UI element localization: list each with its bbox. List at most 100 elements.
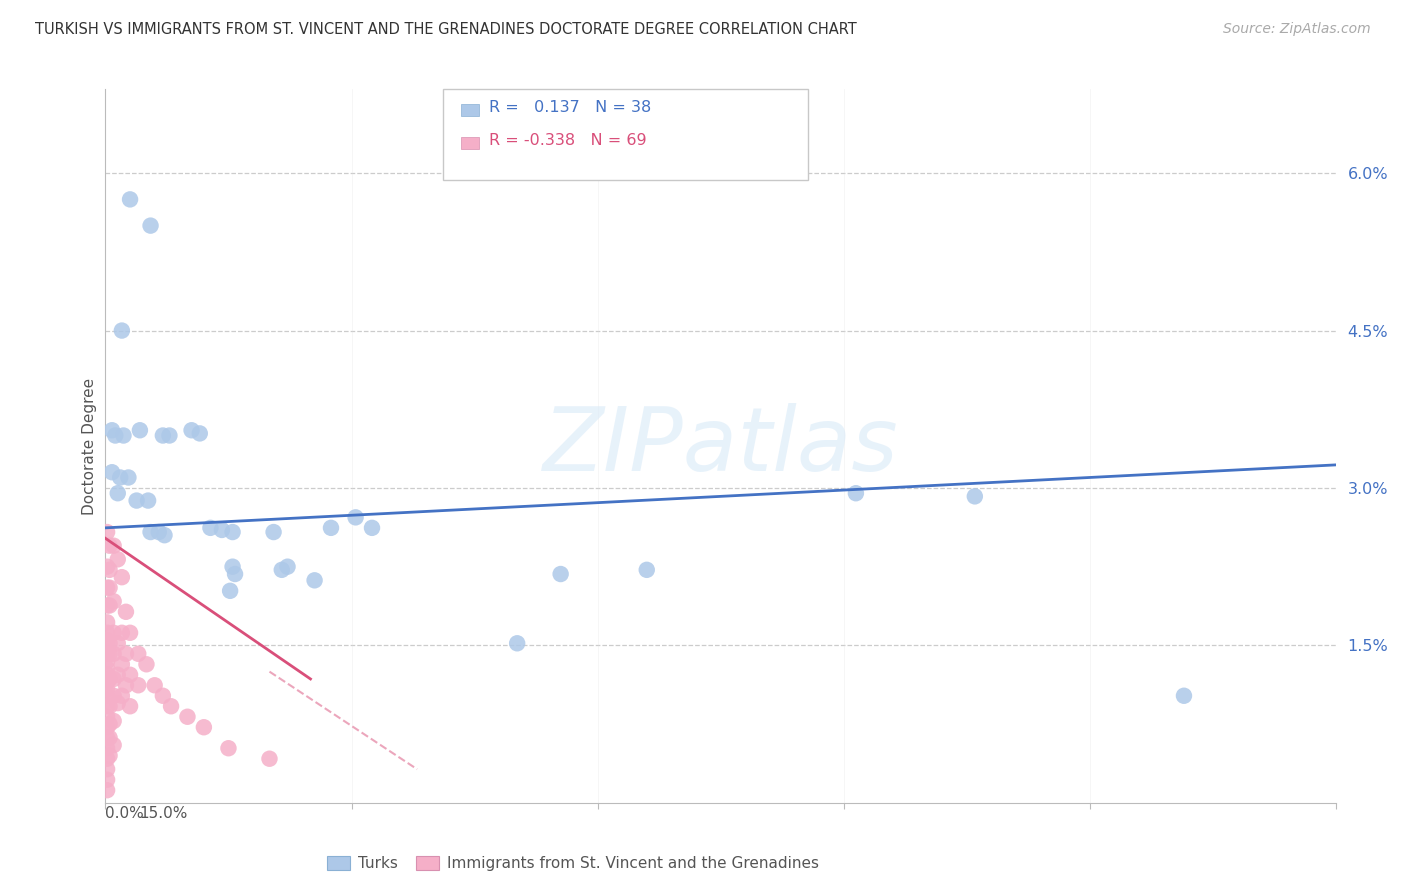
Point [180, 423, 202, 437]
Point [188, 426, 211, 441]
Point [111, 570, 134, 584]
Point [96, 720, 118, 734]
Point [96, 581, 118, 595]
Point [107, 636, 129, 650]
Point [127, 678, 149, 692]
Point [221, 559, 243, 574]
Point [96, 647, 118, 661]
Point [218, 741, 240, 756]
Point [120, 699, 141, 714]
Point [115, 647, 138, 661]
Point [103, 689, 125, 703]
Point [96, 633, 118, 648]
Point [98, 647, 121, 661]
Point [103, 672, 125, 686]
Point [101, 423, 124, 437]
Point [103, 714, 125, 728]
Point [224, 567, 246, 582]
Point [136, 493, 159, 508]
Point [96, 710, 118, 724]
Point [98, 717, 121, 731]
Text: 0.0%: 0.0% [105, 806, 145, 822]
Point [160, 699, 183, 714]
Point [120, 193, 141, 207]
Point [152, 689, 174, 703]
Point [125, 493, 148, 508]
Point [120, 625, 141, 640]
Point [636, 563, 658, 577]
Point [219, 583, 242, 598]
Point [96, 689, 118, 703]
Point [159, 428, 180, 442]
Point [98, 748, 121, 763]
Point [176, 710, 198, 724]
Point [211, 523, 233, 537]
Point [103, 594, 125, 608]
Point [117, 470, 139, 484]
Point [98, 672, 121, 686]
Point [96, 599, 118, 613]
Text: TURKISH VS IMMIGRANTS FROM ST. VINCENT AND THE GRENADINES DOCTORATE DEGREE CORRE: TURKISH VS IMMIGRANTS FROM ST. VINCENT A… [35, 22, 856, 37]
Point [129, 423, 152, 437]
Point [96, 615, 118, 630]
Point [96, 625, 118, 640]
Point [361, 521, 384, 535]
Point [200, 521, 222, 535]
Point [107, 667, 129, 681]
Text: ZIPatlas: ZIPatlas [543, 403, 898, 489]
Point [115, 678, 138, 692]
Point [104, 428, 127, 442]
Point [96, 783, 118, 797]
Point [963, 489, 986, 503]
Point [107, 696, 129, 710]
Text: R =   0.137   N = 38: R = 0.137 N = 38 [489, 100, 651, 114]
Point [148, 524, 170, 539]
Point [115, 605, 138, 619]
Point [98, 563, 121, 577]
Point [96, 667, 118, 681]
Text: R = -0.338   N = 69: R = -0.338 N = 69 [489, 133, 647, 147]
Point [96, 772, 118, 787]
Point [152, 428, 174, 442]
Legend: Turks, Immigrants from St. Vincent and the Grenadines: Turks, Immigrants from St. Vincent and t… [321, 849, 825, 877]
Point [139, 524, 162, 539]
Point [103, 539, 125, 553]
Point [111, 657, 134, 672]
Point [107, 552, 129, 566]
Point [845, 486, 868, 500]
Point [98, 731, 121, 745]
Point [193, 720, 215, 734]
Point [111, 324, 134, 338]
Point [98, 699, 121, 714]
Text: 15.0%: 15.0% [139, 806, 187, 822]
Point [143, 678, 166, 692]
Point [103, 647, 125, 661]
Point [304, 574, 326, 588]
Point [96, 661, 118, 675]
Point [135, 657, 157, 672]
Point [139, 219, 162, 233]
Point [259, 752, 281, 766]
Point [98, 599, 121, 613]
Point [221, 524, 243, 539]
Point [270, 563, 292, 577]
Point [112, 428, 135, 442]
Point [96, 654, 118, 668]
Point [111, 689, 134, 703]
Y-axis label: Doctorate Degree: Doctorate Degree [82, 377, 97, 515]
Point [96, 640, 118, 655]
Point [263, 524, 285, 539]
Point [103, 738, 125, 752]
Point [111, 625, 134, 640]
Point [120, 667, 141, 681]
Point [1173, 689, 1195, 703]
Point [96, 699, 118, 714]
Point [98, 539, 121, 553]
Point [96, 682, 118, 697]
Point [319, 521, 342, 535]
Point [550, 567, 572, 582]
Point [96, 731, 118, 745]
Point [96, 741, 118, 756]
Point [127, 647, 149, 661]
Point [96, 559, 118, 574]
